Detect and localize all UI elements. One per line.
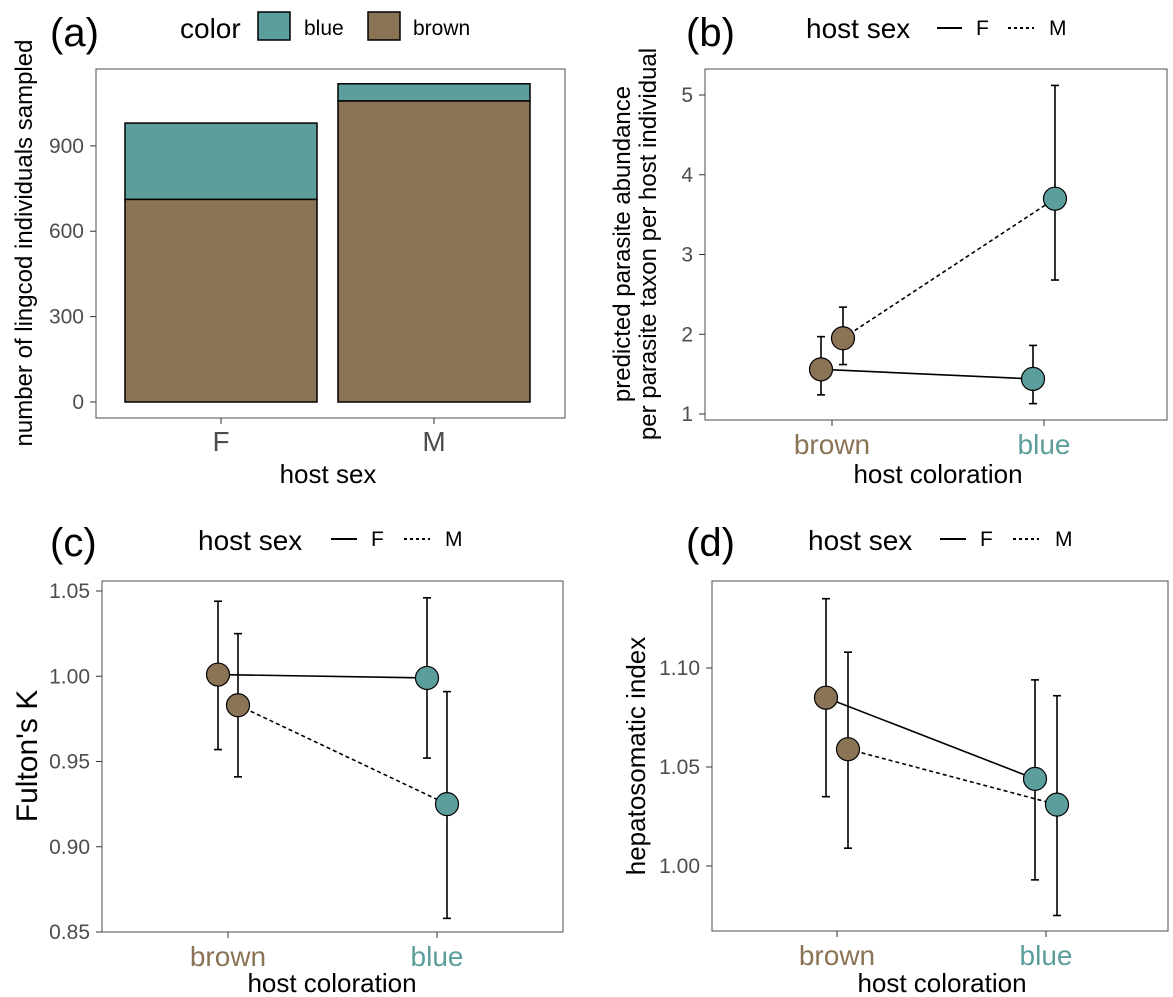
panel-b-legend-label-m: M [1049,17,1067,40]
panel-b-x-axis-title: host coloration [853,459,1022,489]
panel-c-legend-label-m: M [445,528,463,551]
point-f-blue [414,665,440,691]
panel-d-x-axis-title: host coloration [857,968,1026,997]
panel-d: (d) host sex F M 1.00 1.05 1.10 brown blue h… [621,521,1169,997]
point-f-blue [1020,366,1046,392]
panel-d-legend-title: host sex [808,525,912,556]
panel-a-bars [124,83,531,403]
x-tick-label-brown: brown [190,941,266,972]
panel-a-plot-frame [95,68,566,419]
y-tick-label: 4 [681,164,693,187]
panel-a-x-axis-title: host sex [280,459,377,489]
point-m-blue [1042,186,1068,211]
y-tick-label: 1.05 [49,580,90,603]
panel-c-x-axis-title: host coloration [247,968,416,997]
panel-b-y-axis-title: predicted parasite abundanceper parasite… [609,48,662,440]
point-f-brown [205,662,231,687]
panel-b-plot: 1 2 3 4 5 brown blue [681,84,1070,460]
point-m-brown [835,737,861,762]
point-m-brown [225,693,251,718]
point-m-blue [1044,792,1070,817]
series-line-f [820,368,1034,380]
y-tick-label: 600 [49,220,84,243]
panel-c-letter: (c) [50,521,97,565]
panel-c-legend-title: host sex [198,525,302,556]
y-tick-label: 5 [681,84,693,107]
series-line-m [847,748,1058,806]
panel-a-y-ticks: 0 300 600 900 [49,135,96,414]
x-tick-label: F [212,426,229,457]
panel-a-y-axis-title: number of lingcod individuals sampled [11,40,38,447]
y-tick-label: 1.10 [659,657,700,680]
panel-d-plot: 1.00 1.05 1.10 brown blue [659,597,1073,971]
y-tick-label: 1.00 [49,665,90,688]
panel-a-legend-label-blue: blue [304,17,344,40]
x-tick-label-blue: blue [411,941,464,972]
point-f-brown [813,685,839,710]
panel-c-legend-label-f: F [371,528,384,551]
panel-c: (c) host sex F M 0.85 0.90 0.95 1.00 1.05 bro… [11,521,564,997]
panel-b-legend-title: host sex [806,13,910,44]
panel-d-letter: (d) [686,521,735,565]
x-tick-label-blue: blue [1018,429,1071,460]
point-f-blue [1022,766,1048,791]
y-tick-label: 0.90 [49,836,90,859]
panel-b-letter: (b) [686,11,735,55]
y-tick-label: 0.95 [49,751,90,774]
y-tick-label: 0 [72,391,84,414]
y-axis-title-line: per parasite taxon per host individual [635,48,662,440]
y-axis-title-line: predicted parasite abundance [609,86,636,402]
x-tick-label-brown: brown [794,429,870,460]
y-tick-label: 0.85 [49,921,90,944]
panel-b: (b) host sex F M 1 2 3 4 5 brown blue host col… [609,11,1168,489]
panel-d-legend-label-f: F [980,528,993,551]
panel-a-legend-title: color [180,13,241,44]
panel-b-plot-frame [704,68,1168,421]
series-line-m [842,198,1056,339]
y-tick-label: 900 [49,135,84,158]
series-line-m [237,704,448,805]
bar-m-brown [337,100,531,403]
x-tick-label: M [422,426,445,457]
panel-d-plot-frame [711,580,1169,932]
y-tick-label: 1.00 [659,855,700,878]
y-tick-label: 1 [681,403,693,426]
point-m-blue [434,792,460,817]
point-f-brown [808,357,834,382]
legend-swatch-blue [257,11,291,41]
panel-c-plot: 0.85 0.90 0.95 1.00 1.05 brown blue [49,580,463,972]
point-m-brown [830,326,856,351]
bar-m-blue [337,83,531,102]
panel-b-legend-label-f: F [976,17,989,40]
bar-f-blue [124,122,318,201]
panel-c-y-axis-title: Fulton's K [11,690,44,822]
y-tick-label: 300 [49,306,84,329]
legend-swatch-brown [367,11,401,41]
x-tick-label-blue: blue [1020,940,1073,971]
series-line-f [825,696,1036,780]
panel-d-legend-label-m: M [1055,528,1073,551]
y-tick-label: 3 [681,244,693,267]
panel-d-y-axis-title: hepatosomatic index [621,637,651,875]
y-tick-label: 1.05 [659,756,700,779]
bar-f-brown [124,198,318,403]
series-line-f [217,673,428,679]
panel-a-legend-label-brown: brown [413,17,470,40]
panel-c-plot-frame [101,580,564,933]
panel-a-letter: (a) [50,11,99,55]
y-tick-label: 2 [681,323,693,346]
x-tick-label-brown: brown [799,940,875,971]
